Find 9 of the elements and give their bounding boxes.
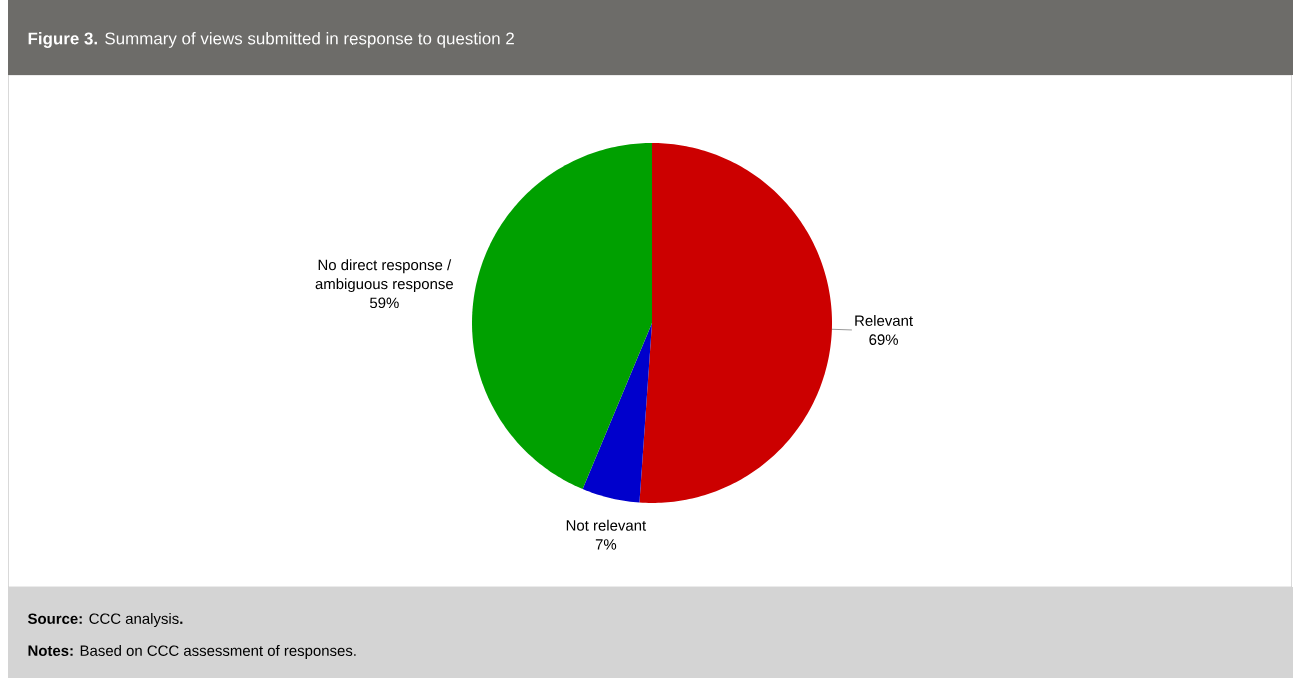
data-label: 7% [595,539,617,550]
text: Source: CCC analysis. [27,613,183,627]
slice-label: No direct response / ambiguous response [315,259,453,293]
text: Notes: Based on CCC assessment of responses. [28,645,356,659]
slice-label: Relevant [855,315,913,326]
chart-title: Figure 3. Summary of views submitted in response to question 2 [28,32,514,48]
data-label: 59% [369,297,399,309]
slice-label: Not relevant [566,519,647,531]
data-label: 69% [869,334,898,345]
